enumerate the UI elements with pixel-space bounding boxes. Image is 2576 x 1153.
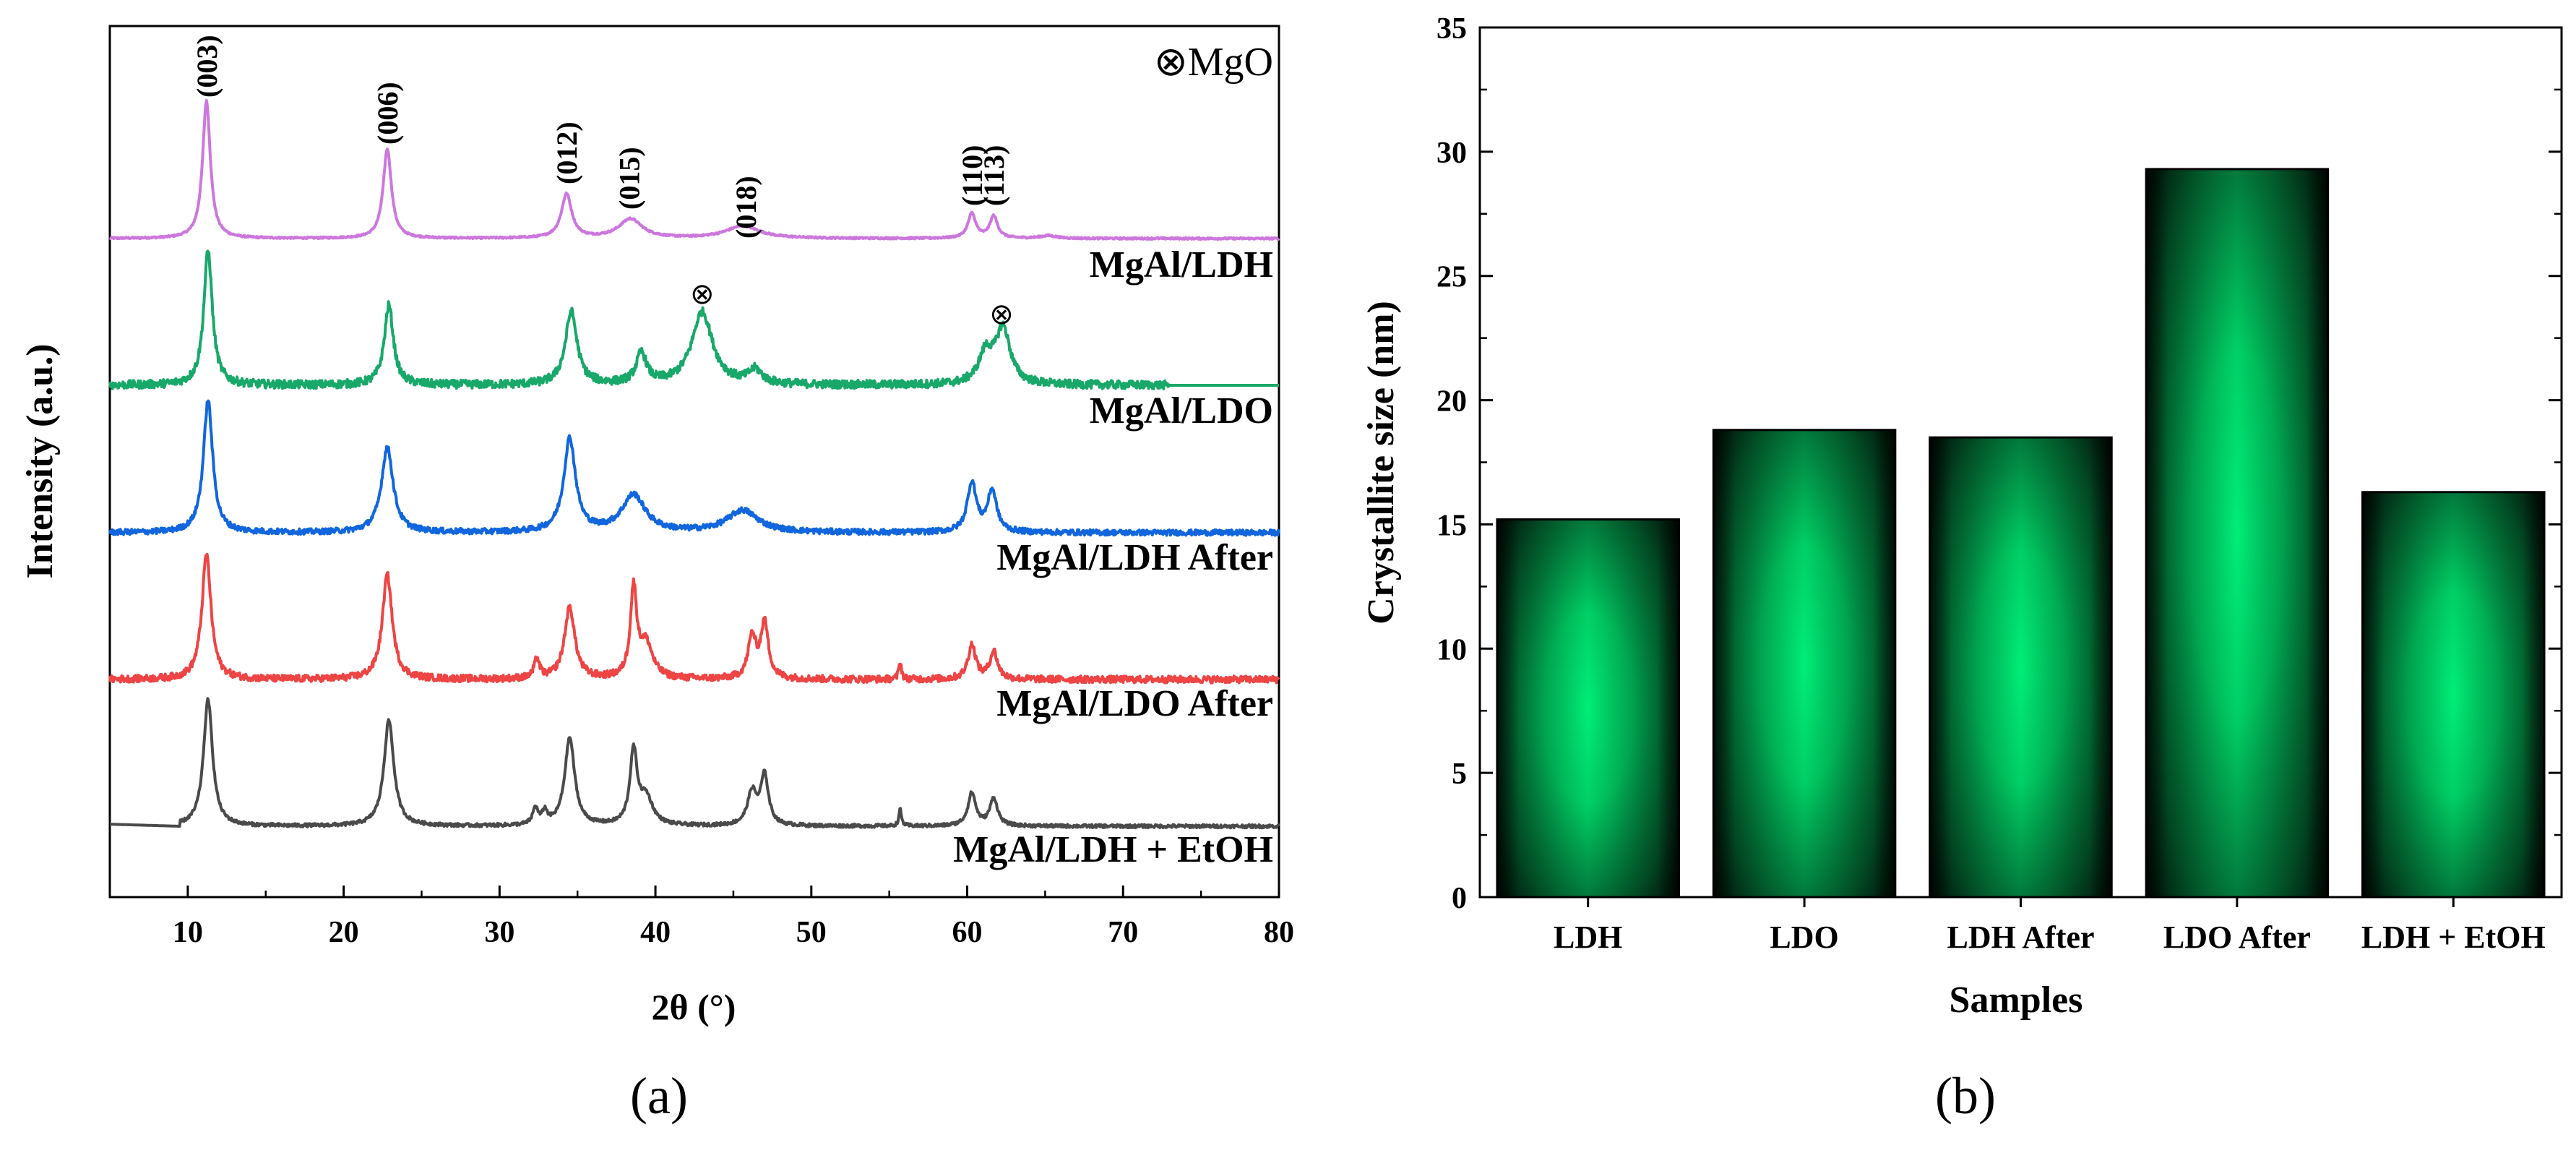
bar-category-label: LDH + EtOH [2361,920,2546,955]
peak-label: (015) [613,147,645,210]
bar-category-labels: LDH LDO LDH After LDO After LDH + EtOH [1554,897,2546,955]
mgo-marker: ⊗ [989,298,1014,330]
bar-y-tick-label: 25 [1436,261,1467,294]
bar-shade [2146,168,2328,898]
xrd-chart: 10 20 30 40 50 60 70 80 (003) (006) (012) (015) (01… [20,25,1294,1125]
xrd-x-tick-label: 80 [1264,916,1294,949]
xrd-peak-labels: (003) (006) (012) (015) (018) (110)(113) [191,35,1010,239]
peak-label: (018) [730,176,762,239]
xrd-x-tick-label: 30 [484,916,514,949]
series-label: MgAl/LDO After [996,683,1273,724]
panel-b-label: (b) [1935,1067,1996,1125]
xrd-y-axis-label: Intensity (a.u.) [20,343,61,578]
bar-y-ticks: 0 5 10 15 20 25 30 35 [1436,12,2562,915]
bar-category-label: LDH After [1947,920,2094,955]
xrd-x-tick-label: 40 [640,916,671,949]
bar-shade [1929,437,2112,897]
bar-y-axis-label: Crystallite size (nm) [1361,301,1402,625]
series-label: MgAl/LDH + EtOH [953,829,1273,870]
bar-y-tick-label: 0 [1452,882,1467,915]
xrd-series-labels: MgAl/LDH MgAl/LDO MgAl/LDH After MgAl/LDO A… [953,244,1273,870]
bar-category-label: LDH [1554,920,1622,955]
bar-y-tick-label: 10 [1436,633,1467,666]
xrd-series-group [108,98,1280,830]
xrd-x-tick-label: 50 [796,916,827,949]
panel-a-label: (a) [630,1067,688,1125]
xrd-x-tick-label: 70 [1108,916,1138,949]
xrd-series-line [108,697,1280,830]
bar-y-tick-label: 15 [1436,509,1467,542]
bar-category-label: LDO After [2163,920,2311,955]
peak-label: (110) [956,145,988,206]
xrd-series-line [108,249,1280,390]
mgo-marker: ⊗ [690,278,715,310]
bar-shade [2362,492,2545,897]
xrd-series-line [108,552,1280,685]
series-label: MgAl/LDO [1090,390,1273,432]
mgo-legend-annotation: ⊗MgO [1154,40,1273,85]
xrd-x-tick-label: 60 [952,916,983,949]
bar-shade [1496,519,1679,897]
xrd-x-axis-label: 2θ (°) [652,987,736,1027]
bar [1929,436,2113,899]
peak-label: (113) [978,145,1010,206]
peak-label: (003) [191,35,223,98]
xrd-series-line [108,98,1280,241]
bar [1712,429,1897,899]
bar-category-label: LDO [1770,920,1838,955]
xrd-series-line [108,399,1280,537]
xrd-x-tick-label: 10 [173,916,203,949]
bar-y-tick-label: 30 [1436,137,1467,170]
series-label: MgAl/LDH After [996,537,1273,578]
bar-group [1496,168,2546,899]
bar-y-tick-label: 5 [1452,758,1467,791]
bar [2361,491,2546,899]
xrd-plot-frame [108,25,1280,899]
peak-label: (006) [371,82,404,145]
bar [2145,168,2330,899]
bar [1496,518,1680,899]
series-label: MgAl/LDH [1090,244,1273,286]
peak-label: (012) [551,121,583,184]
mgo-markers: ⊗⊗ [690,278,1014,330]
bar-x-axis-label: Samples [1950,980,2083,1021]
bar-y-tick-label: 35 [1436,12,1467,46]
xrd-x-tick-label: 20 [329,916,359,949]
bar-shade [1713,429,1895,897]
xrd-x-ticks: 10 20 30 40 50 60 70 80 [108,886,1294,949]
bar-y-tick-label: 20 [1436,385,1467,419]
